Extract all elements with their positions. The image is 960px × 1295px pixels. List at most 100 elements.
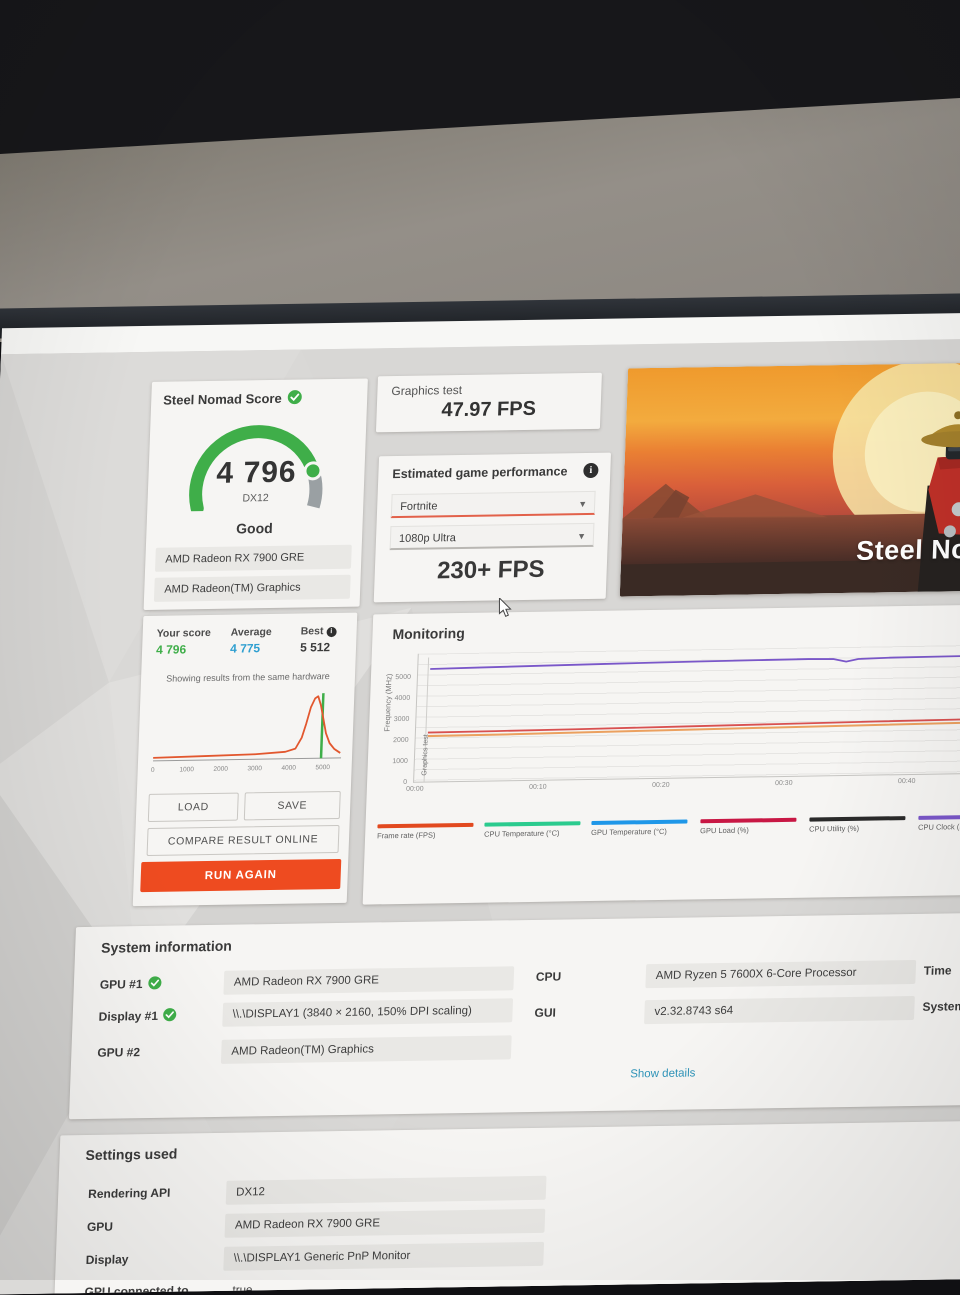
average-label: Average	[230, 625, 272, 639]
settings-gpu-label: GPU	[86, 1219, 114, 1234]
game-select-value: Fortnite	[399, 500, 438, 513]
estimated-title: Estimated game performance	[392, 464, 568, 482]
best-block: Best i 5 512	[300, 625, 337, 655]
cpu-label: CPU	[535, 969, 562, 984]
legend-cpu-temperature[interactable]: CPU Temperature (°C)	[484, 821, 581, 839]
system-information-title: System information	[100, 937, 233, 956]
gui-value: v2.32.8743 s64	[644, 995, 915, 1025]
monitoring-plot-area	[413, 644, 960, 783]
x-tick: 00:40	[897, 777, 916, 786]
your-score-marker-line	[319, 693, 325, 759]
svg-text:3000: 3000	[247, 765, 262, 772]
x-tick: 00:00	[405, 785, 424, 793]
gpu1-value: AMD Radeon RX 7900 GRE	[223, 966, 515, 995]
score-value: 4 796	[215, 455, 298, 490]
cpu-clock-line	[430, 653, 960, 670]
estimated-performance-card: Estimated game performance i Fortnite ▼ …	[373, 452, 612, 603]
rendering-api-value: DX12	[225, 1175, 547, 1205]
settings-used-card: Settings used Rendering API DX12 GPU AMD…	[53, 1120, 960, 1295]
gpu1-label: GPU #1	[100, 976, 162, 994]
graphics-test-card: Graphics test 47.97 FPS	[375, 372, 602, 433]
gpu-secondary-box: AMD Radeon(TM) Graphics	[153, 574, 351, 602]
results-card: Your score 4 796 Average 4 775 Best i 5 …	[132, 612, 358, 907]
graphics-test-fps: 47.97 FPS	[441, 397, 537, 422]
best-info-icon[interactable]: i	[326, 626, 337, 638]
monitor-screen: Steel Nomad Score 4 796 DX12 Good AMD Ra…	[0, 311, 960, 1295]
compare-result-online-button[interactable]: COMPARE RESULT ONLINE	[146, 824, 340, 856]
legend-cpu-clock[interactable]: CPU Clock (MHz)	[918, 814, 960, 832]
gpu-clock-secondary-line	[427, 720, 960, 738]
estimated-fps: 230+ FPS	[436, 555, 545, 585]
chevron-down-icon: ▼	[578, 499, 588, 510]
legend-cpu-utility[interactable]: CPU Utility (%)	[809, 816, 906, 834]
distribution-line	[153, 695, 341, 759]
monitoring-y-axis-label: Frequency (MHz)	[382, 673, 394, 732]
graphics-test-label: Graphics test	[391, 382, 463, 399]
legend-gpu-temperature[interactable]: GPU Temperature (°C)	[591, 819, 688, 837]
svg-text:4000: 4000	[281, 765, 296, 772]
info-icon[interactable]: i	[583, 462, 599, 479]
run-again-button[interactable]: RUN AGAIN	[140, 858, 342, 893]
gpu-connected-label: GPU connected to	[84, 1283, 189, 1295]
y-tick: 2000	[392, 736, 409, 745]
steel-nomad-score-card: Steel Nomad Score 4 796 DX12 Good AMD Ra…	[143, 378, 368, 611]
y-tick: 4000	[394, 694, 411, 703]
score-rating: Good	[235, 519, 274, 537]
legend-gpu-load[interactable]: GPU Load (%)	[700, 817, 797, 835]
y-tick: 3000	[393, 715, 410, 724]
y-tick: 5000	[395, 673, 412, 682]
x-tick: 00:10	[528, 783, 547, 791]
steel-nomad-banner: Steel Nomad	[619, 361, 960, 597]
verified-check-icon	[147, 976, 162, 993]
nomad-artwork	[619, 361, 960, 597]
your-score-block: Your score 4 796	[156, 627, 211, 657]
gpu2-label: GPU #2	[97, 1045, 141, 1060]
settings-used-title: Settings used	[85, 1145, 178, 1163]
y-tick: 1000	[392, 757, 408, 766]
game-select[interactable]: Fortnite ▼	[390, 490, 596, 519]
gpu-primary-box: AMD Radeon RX 7900 GRE	[154, 544, 352, 572]
gauge-knob	[303, 461, 323, 481]
cpu-value: AMD Ryzen 5 7600X 6-Core Processor	[645, 959, 917, 989]
quality-select-value: 1080p Ultra	[398, 532, 457, 545]
settings-display-value: \\.\DISPLAY1 Generic PnP Monitor	[223, 1241, 545, 1271]
best-value: 5 512	[299, 640, 331, 655]
systeminfo-label: SystemIn	[922, 998, 960, 1014]
same-hardware-note: Showing results from the same hardware	[166, 671, 330, 684]
rendering-api-label: Rendering API	[87, 1185, 171, 1201]
svg-text:0: 0	[151, 767, 155, 774]
gui-label: GUI	[534, 1005, 557, 1020]
nomad-banner-title: Steel Nomad	[855, 533, 960, 566]
gpu2-value: AMD Radeon(TM) Graphics	[220, 1035, 512, 1064]
best-label: Best i	[300, 625, 337, 638]
display1-value: \\.\DISPLAY1 (3840 × 2160, 150% DPI scal…	[222, 998, 514, 1027]
quality-select[interactable]: 1080p Ultra ▼	[389, 522, 595, 551]
show-details-link[interactable]: Show details	[629, 1067, 696, 1081]
save-button[interactable]: SAVE	[243, 790, 341, 821]
settings-gpu-value: AMD Radeon RX 7900 GRE	[224, 1208, 546, 1238]
settings-display-label: Display	[85, 1252, 129, 1268]
score-gauge	[189, 425, 323, 512]
verified-check-icon	[163, 1008, 178, 1025]
x-tick: 00:20	[651, 781, 670, 790]
chevron-down-icon: ▼	[576, 531, 587, 542]
load-button[interactable]: LOAD	[147, 792, 239, 822]
gpu-connected-value: true	[232, 1284, 253, 1295]
average-value: 4 775	[229, 641, 261, 656]
monitoring-title: Monitoring	[392, 624, 466, 643]
monitoring-card: Monitoring Frequency (MHz) 5000 4000 300…	[362, 603, 960, 905]
display1-label: Display #1	[98, 1008, 177, 1026]
verified-check-icon	[286, 389, 302, 407]
time-label: Time	[923, 963, 952, 978]
gpu-clock-line	[427, 717, 960, 734]
average-block: Average 4 775	[230, 626, 272, 656]
mouse-cursor	[498, 598, 512, 618]
svg-text:5000: 5000	[315, 764, 330, 771]
score-card-title: Steel Nomad Score	[162, 390, 283, 408]
your-score-label: Your score	[156, 626, 211, 640]
legend-frame-rate[interactable]: Frame rate (FPS)	[377, 822, 474, 840]
svg-text:2000: 2000	[213, 766, 228, 773]
system-information-card: System information GPU #1 AMD Radeon RX …	[68, 912, 960, 1120]
your-score-value: 4 796	[155, 642, 187, 657]
svg-text:1000: 1000	[179, 766, 194, 773]
